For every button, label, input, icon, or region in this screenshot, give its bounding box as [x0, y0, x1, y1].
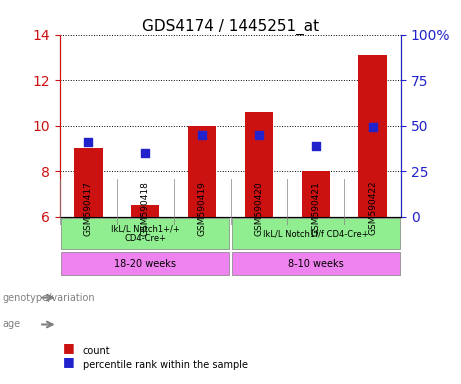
Text: ■: ■	[63, 355, 75, 368]
Point	[255, 132, 263, 138]
Bar	[358, 55, 387, 217]
Point	[312, 143, 319, 149]
Text: genotype/variation: genotype/variation	[2, 293, 95, 303]
FancyBboxPatch shape	[231, 218, 400, 249]
Point	[85, 139, 92, 145]
Text: GSM590422: GSM590422	[368, 181, 377, 235]
Text: IkL/L Notch1f/f CD4-Cre+: IkL/L Notch1f/f CD4-Cre+	[263, 229, 369, 238]
Bar	[131, 205, 160, 217]
Text: count: count	[83, 346, 111, 356]
Text: 18-20 weeks: 18-20 weeks	[114, 259, 176, 269]
Text: GSM590421: GSM590421	[311, 181, 320, 236]
Text: GSM590419: GSM590419	[198, 181, 207, 236]
FancyBboxPatch shape	[61, 252, 230, 275]
Bar	[74, 148, 102, 217]
FancyBboxPatch shape	[61, 218, 230, 249]
Text: GSM590418: GSM590418	[141, 181, 150, 236]
Text: ■: ■	[63, 341, 75, 354]
FancyBboxPatch shape	[231, 252, 400, 275]
Bar	[301, 171, 330, 217]
Point	[198, 132, 206, 138]
Point	[142, 150, 149, 156]
Text: age: age	[2, 319, 20, 329]
Bar	[188, 126, 216, 217]
Bar	[245, 112, 273, 217]
Point	[369, 124, 376, 130]
Text: GSM590420: GSM590420	[254, 181, 263, 236]
Text: percentile rank within the sample: percentile rank within the sample	[83, 360, 248, 370]
Text: 8-10 weeks: 8-10 weeks	[288, 259, 343, 269]
Text: GDS4174 / 1445251_at: GDS4174 / 1445251_at	[142, 19, 319, 35]
Text: IkL/L Notch1+/+
CD4-Cre+: IkL/L Notch1+/+ CD4-Cre+	[111, 224, 180, 243]
Text: GSM590417: GSM590417	[84, 181, 93, 236]
